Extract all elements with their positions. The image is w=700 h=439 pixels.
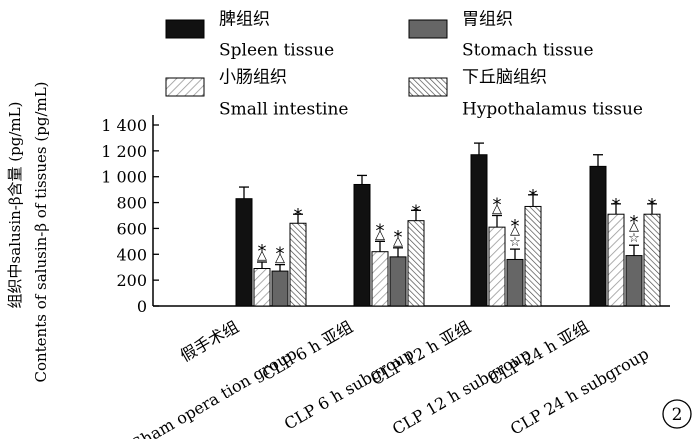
legend-swatch-stomach: [408, 19, 448, 39]
legend-label-hypothalamus-en: Hypothalamus tissue: [462, 100, 643, 120]
legend-label-spleen-cn: 脾组织: [219, 10, 270, 30]
significance-mark: *: [511, 216, 520, 237]
significance-mark: *: [630, 212, 639, 233]
y-tick-label: 1 000: [101, 168, 147, 187]
x-tick-label-cn: 假手术组: [177, 317, 242, 365]
y-tick-label: 0: [137, 297, 147, 316]
legend-label-small-intestine-en: Small intestine: [219, 100, 348, 120]
x-tick-label-cn: CLP 6 h 亚组: [259, 317, 356, 384]
legend-label-small-intestine-cn: 小肠组织: [219, 68, 287, 88]
bar-1-1: [371, 251, 389, 307]
significance-mark: △: [492, 202, 502, 217]
y-tick-label: 600: [116, 219, 147, 238]
significance-mark: ☆: [509, 235, 521, 250]
y-tick-label: 400: [116, 245, 147, 264]
significance-mark: △: [375, 227, 385, 242]
legend-swatch-spleen: [165, 19, 205, 39]
y-ticks: 0 200 400 600 800 1 000 1 200 1 400: [101, 116, 159, 316]
legend-label-spleen-en: Spleen tissue: [219, 41, 334, 61]
panel-label-circle: [662, 399, 692, 429]
bar-3-1: [407, 220, 425, 307]
panel-label: 2: [672, 405, 683, 425]
significance-mark: △: [629, 219, 639, 234]
bar-0-0: [235, 198, 253, 307]
significance-mark: △: [510, 223, 520, 238]
bar-0-2: [470, 154, 488, 307]
legend-swatch-small-intestine: [165, 77, 205, 97]
y-axis-title-en: Contents of salusin-β of tissues (pg/mL): [32, 81, 50, 382]
bar-3-2: [524, 205, 542, 307]
y-tick-label: 200: [116, 271, 147, 290]
bar-1-0: [253, 268, 271, 307]
significance-mark: *: [394, 227, 403, 248]
significance-mark: *: [529, 186, 538, 207]
x-tick-label-cn: CLP 12 h 亚组: [368, 317, 474, 389]
significance-mark: *: [376, 220, 385, 241]
bar-1-3: [607, 213, 625, 307]
significance-mark: △: [275, 251, 285, 266]
significance-mark: △: [393, 234, 403, 249]
significance-mark: *: [648, 195, 657, 216]
bar-1-2: [488, 226, 506, 307]
y-axis-title-cn: 组织中salusin-β含量 (pg/mL): [6, 102, 24, 309]
legend-label-stomach-cn: 胃组织: [462, 10, 513, 30]
significance-mark: *: [276, 244, 285, 265]
y-tick-label: 800: [116, 194, 147, 213]
bars: *△*△*△ **△*△*△☆*△☆* ** *: [235, 142, 661, 307]
bar-0-1: [353, 183, 371, 307]
bar-2-0: [271, 270, 289, 307]
significance-mark: *: [412, 201, 421, 222]
x-tick-label-cn: CLP 24 h 亚组: [486, 317, 592, 389]
bar-2-3: [625, 255, 643, 307]
y-tick-label: 1 400: [101, 116, 147, 135]
significance-mark: *: [493, 195, 502, 216]
y-tick-label: 1 200: [101, 142, 147, 161]
significance-mark: *: [294, 205, 303, 226]
bar-2-2: [506, 258, 524, 307]
significance-mark: △: [257, 248, 267, 263]
bar-3-3: [643, 213, 661, 307]
bar-2-1: [389, 256, 407, 307]
legend: 脾组织 Spleen tissue 小肠组织 Small intestine 胃…: [165, 10, 643, 120]
bar-3-0: [289, 222, 307, 307]
legend-label-stomach-en: Stomach tissue: [462, 41, 594, 61]
significance-mark: ☆: [628, 231, 640, 246]
bar-0-3: [589, 165, 607, 307]
legend-swatch-hypothalamus: [408, 77, 448, 97]
significance-mark: *: [612, 195, 621, 216]
significance-mark: *: [258, 241, 267, 262]
legend-label-hypothalamus-cn: 下丘脑组织: [462, 68, 547, 88]
